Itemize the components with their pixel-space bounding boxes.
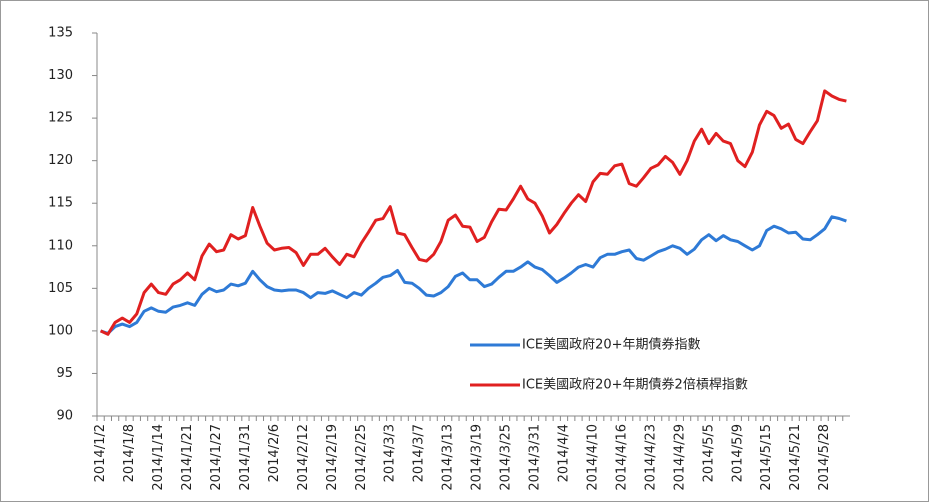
x-tick-label: 2014/2/12 [296, 424, 311, 491]
legend-label: ICE美國政府20+年期債券指數 [522, 337, 701, 353]
y-tick-label: 125 [48, 111, 73, 126]
x-tick-label: 2014/2/19 [325, 424, 340, 491]
x-tick-label: 2014/5/5 [701, 424, 716, 482]
y-tick-label: 100 [48, 323, 73, 338]
x-tick-label: 2014/3/3 [383, 424, 398, 482]
x-tick-label: 2014/3/13 [441, 424, 456, 491]
x-tick-label: 2014/4/4 [557, 424, 572, 482]
line-series [100, 215, 847, 335]
x-tick-label: 2014/2/6 [267, 424, 282, 482]
x-tick-label: 2014/5/28 [817, 424, 832, 491]
line-series [99, 89, 847, 336]
x-tick-label: 2014/4/23 [643, 424, 658, 491]
x-tick-label: 2014/3/25 [499, 424, 514, 491]
y-tick-label: 115 [48, 196, 73, 211]
x-tick-label: 2014/4/16 [614, 424, 629, 491]
x-tick-label: 2014/2/25 [354, 424, 369, 491]
x-tick-label: 2014/1/8 [122, 424, 137, 482]
x-tick-label: 2014/1/2 [93, 424, 108, 482]
x-tick-label: 2014/3/19 [470, 424, 485, 491]
x-tick-label: 2014/1/21 [180, 424, 195, 491]
y-tick-label: 120 [48, 153, 73, 168]
y-tick-label: 90 [56, 409, 73, 424]
x-tick-label: 2014/5/15 [759, 424, 774, 491]
x-tick-label: 2014/4/29 [672, 424, 687, 491]
legend-label: ICE美國政府20+年期債券2倍槓桿指數 [522, 377, 748, 393]
y-tick-label: 110 [48, 238, 73, 253]
x-tick-label: 2014/1/27 [209, 424, 224, 491]
x-tick-label: 2014/3/31 [528, 424, 543, 491]
x-tick-label: 2014/4/10 [585, 424, 600, 491]
x-tick-label: 2014/3/7 [412, 424, 427, 482]
x-tick-label: 2014/1/31 [238, 424, 253, 491]
x-tick-label: 2014/5/9 [730, 424, 745, 482]
y-tick-label: 95 [56, 366, 73, 381]
x-tick-label: 2014/1/14 [151, 424, 166, 491]
x-tick-label: 2014/5/21 [788, 424, 803, 491]
y-tick-label: 105 [48, 281, 73, 296]
y-tick-label: 130 [48, 68, 73, 83]
y-tick-label: 135 [48, 26, 73, 41]
